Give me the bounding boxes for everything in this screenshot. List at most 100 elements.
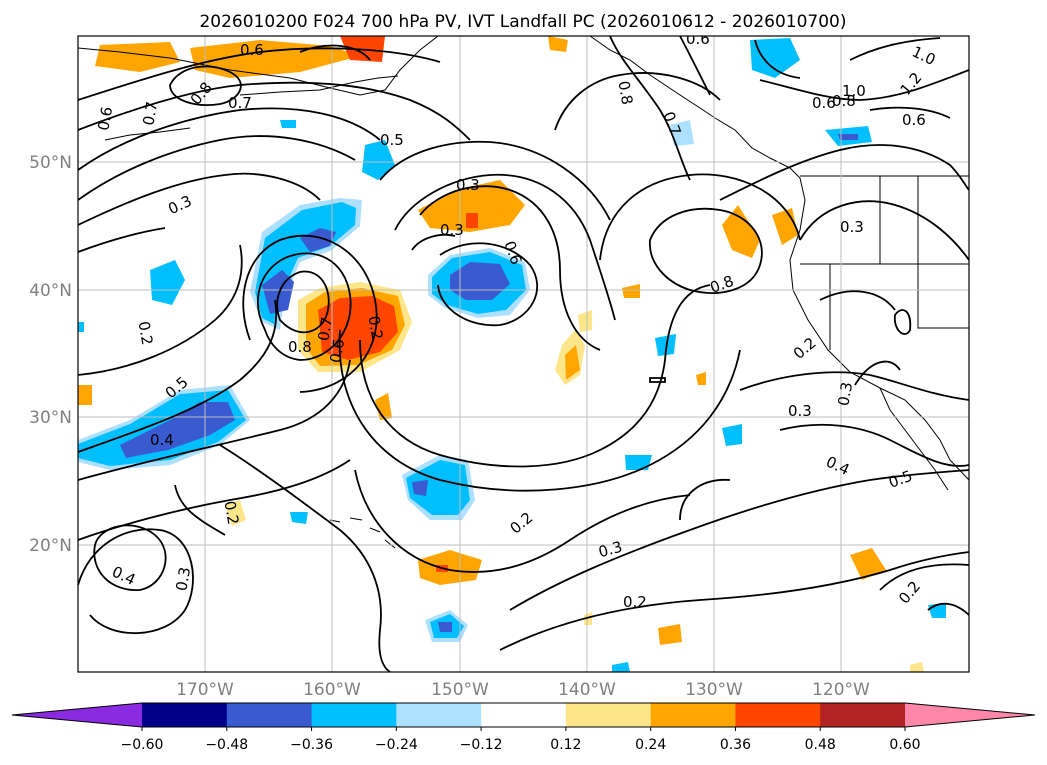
shade-negative (120, 402, 235, 458)
shade-positive (850, 548, 886, 580)
lat-label: 30°N (29, 408, 72, 428)
shade-positive (578, 310, 592, 332)
lon-label: 150°W (431, 680, 489, 700)
border-states (800, 176, 969, 350)
contour-line (78, 135, 356, 201)
shade-negative (290, 512, 308, 524)
colorbar-segment (396, 703, 482, 727)
contour-line (849, 37, 941, 61)
contour-line (78, 81, 471, 141)
contour-label: 0.7 (139, 100, 161, 127)
contour-label: 0.2 (135, 320, 157, 347)
shade-negative (655, 334, 676, 356)
shade-positive (190, 40, 360, 78)
contour-line (93, 524, 167, 591)
contour-line (719, 144, 969, 201)
contour-label: 0.8 (614, 79, 636, 106)
contour-line (649, 207, 763, 294)
contour-label: 0.8 (832, 92, 856, 110)
lon-label: 140°W (558, 680, 616, 700)
contour-line (219, 444, 391, 672)
colorbar-tick-label: 0.36 (720, 737, 751, 753)
contour-line (554, 72, 721, 131)
shade-negative (750, 38, 800, 78)
shade-positive (696, 372, 706, 385)
shade-positive (658, 624, 682, 645)
contour-line (599, 173, 801, 261)
map-area: 0.6 0.7 0.8 0.6 0.7 0.5 0.3 0.3 0.2 0.5 … (78, 36, 969, 672)
colorbar-segment (311, 703, 397, 727)
lon-label: 160°W (303, 680, 361, 700)
shading-layer (78, 36, 946, 672)
contour-line (379, 140, 611, 221)
figure-title: 2026010200 F024 700 hPa PV, IVT Landfall… (199, 12, 846, 32)
contour-label: 0.5 (380, 131, 404, 149)
contour-line (754, 39, 801, 79)
contour-label: 0.6 (240, 41, 264, 59)
shade-negative (150, 260, 185, 305)
shade-negative (722, 424, 742, 446)
contour-label: 0.3 (834, 381, 856, 408)
colorbar-extend-max (905, 703, 1035, 727)
island-hawaii (329, 517, 396, 549)
contour-label: 0.2 (364, 314, 386, 341)
island-aleutians (104, 127, 191, 141)
contour-label: 0.3 (456, 176, 480, 194)
shade-positive (225, 500, 246, 526)
contour-line (799, 200, 969, 261)
contour-label: 0.3 (840, 218, 864, 236)
colorbar-tick-label: 0.60 (889, 737, 920, 753)
contour-line (879, 563, 969, 591)
colorbar: −0.60 −0.48 −0.36 −0.24 −0.12 0.12 0.24 0.36 0.4… (11, 702, 1036, 753)
shade-negative (438, 622, 452, 632)
contour-line (242, 234, 378, 393)
contour-label: 0.3 (597, 538, 625, 562)
contour-line (893, 309, 912, 335)
colorbar-segment (226, 703, 313, 727)
lat-label: 20°N (29, 536, 72, 556)
colorbar-tick-label: −0.24 (375, 737, 418, 753)
shade-positive (622, 284, 640, 298)
shade-positive (78, 385, 92, 405)
contour-label: 0.7 (314, 316, 336, 343)
contour-label: 0.8 (288, 338, 312, 356)
contour-line (927, 602, 969, 616)
contour-line (609, 36, 691, 181)
colorbar-tick-label: −0.12 (460, 737, 503, 753)
contour-label: 0.6 (94, 105, 116, 132)
shade-positive (565, 345, 580, 380)
contour-label: 0.6 (902, 111, 926, 129)
lat-label: 50°N (29, 153, 72, 173)
map-frame (77, 35, 970, 673)
contour-line (679, 36, 711, 96)
contour-line (759, 69, 969, 101)
contour-line (649, 377, 666, 383)
colorbar-tick-label: −0.48 (205, 737, 248, 753)
colorbar-tick-label: −0.36 (290, 737, 333, 753)
contour-line (419, 185, 601, 351)
contour-line (499, 551, 969, 651)
colorbar-tick-label: −0.60 (121, 737, 164, 753)
contour-line (276, 270, 330, 334)
shade-positive (375, 393, 392, 420)
contour-line (78, 528, 194, 635)
contour-line (78, 299, 278, 453)
shade-negative (612, 662, 630, 672)
contour-line (78, 359, 351, 481)
contour-line (779, 423, 969, 467)
contour-label: 0.4 (150, 431, 174, 449)
contour-line (169, 65, 242, 106)
shade-negative (300, 228, 336, 252)
shade-negative (625, 455, 652, 470)
colorbar-segment (565, 703, 652, 727)
contour-line (174, 484, 226, 536)
shade-positive (722, 205, 760, 258)
lat-label: 40°N (29, 281, 72, 301)
lon-label: 120°W (812, 680, 870, 700)
colorbar-segment (142, 703, 228, 727)
colorbar-segment (735, 703, 821, 727)
shade-negative (670, 120, 694, 146)
shade-positive (418, 180, 525, 232)
shade-positive (418, 550, 482, 585)
